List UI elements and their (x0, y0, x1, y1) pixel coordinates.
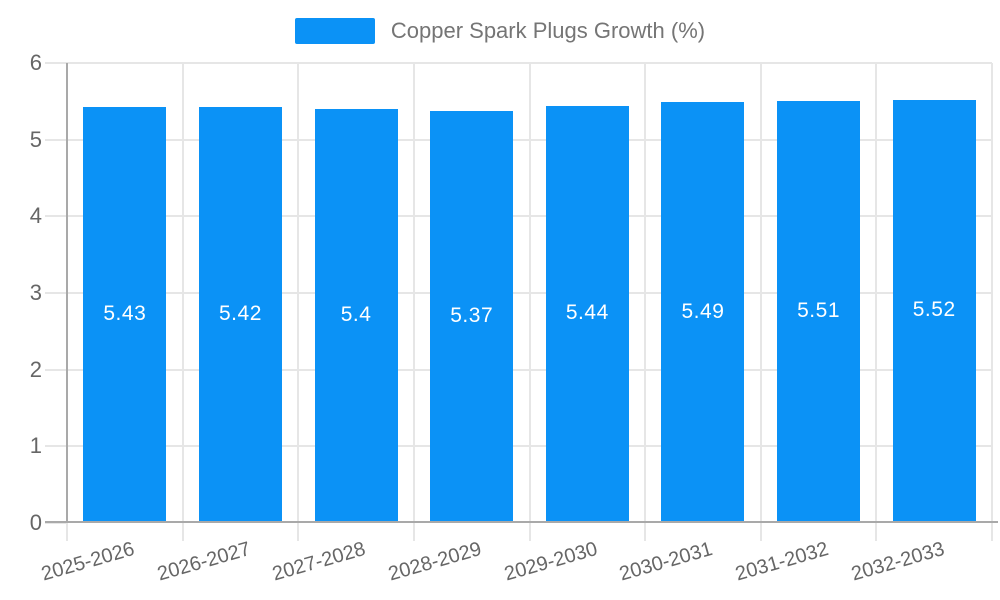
bar-value-label: 5.42 (219, 302, 262, 326)
x-tick (297, 523, 300, 541)
x-tick-label: 2030-2031 (617, 537, 716, 586)
h-gridline (67, 62, 992, 64)
y-tick (45, 62, 67, 64)
v-gridline (991, 63, 993, 523)
h-gridline (67, 138, 992, 141)
bar: 5.52 (892, 99, 976, 521)
legend[interactable]: Copper Spark Plugs Growth (%) (0, 16, 1000, 46)
bar-value-label: 5.49 (681, 299, 725, 323)
x-tick (759, 523, 762, 541)
y-tick-label: 4 (29, 203, 42, 229)
bar-value-label: 5.43 (103, 301, 147, 325)
h-gridline (67, 445, 992, 448)
bar: 5.43 (83, 106, 167, 521)
y-axis (66, 63, 68, 523)
y-tick-label: 1 (29, 433, 42, 459)
h-gridline (67, 292, 992, 294)
y-tick-label: 6 (29, 50, 42, 75)
y-tick (45, 522, 67, 524)
x-axis (45, 521, 998, 523)
bar: 5.42 (198, 107, 282, 521)
bar: 5.51 (777, 100, 861, 521)
x-tick-label: 2026-2027 (154, 537, 253, 586)
bar-value-label: 5.52 (912, 298, 956, 322)
x-tick (528, 523, 531, 541)
bar: 5.37 (430, 111, 514, 521)
bar-value-label: 5.51 (797, 298, 840, 322)
x-tick-label: 2027-2028 (270, 537, 369, 586)
y-tick-label: 5 (29, 126, 42, 152)
bar-value-label: 5.37 (450, 304, 494, 328)
y-tick (45, 215, 67, 218)
x-tick-label: 2031-2032 (732, 537, 831, 586)
legend-label: Copper Spark Plugs Growth (%) (390, 18, 706, 43)
y-tick-label: 2 (29, 356, 42, 382)
x-tick (991, 523, 993, 541)
legend-swatch (294, 18, 375, 44)
bar-value-label: 5.44 (565, 301, 609, 325)
y-tick (45, 445, 67, 448)
x-tick (181, 523, 184, 541)
y-tick-label: 3 (29, 280, 42, 305)
bar: 5.44 (545, 105, 629, 521)
plot-area: 5.43 5.42 5.4 5.37 5.44 5.49 5.51 5.52 (45, 62, 998, 541)
bar: 5.49 (661, 102, 745, 521)
y-tick-label: 0 (29, 510, 42, 535)
y-tick (45, 292, 67, 294)
x-tick (644, 523, 647, 541)
x-tick (412, 523, 415, 541)
y-tick (45, 368, 67, 371)
y-tick (45, 138, 67, 141)
h-gridline (67, 368, 992, 371)
x-tick-label: 2029-2030 (501, 537, 600, 586)
x-tick-label: 2032-2033 (848, 537, 947, 586)
bar-value-label: 5.4 (340, 303, 372, 326)
x-tick (875, 523, 878, 541)
h-gridline (67, 215, 992, 218)
x-tick-label: 2025-2026 (39, 537, 138, 586)
x-tick-label: 2028-2029 (386, 537, 485, 586)
bar: 5.4 (314, 109, 398, 521)
x-tick (66, 523, 68, 541)
